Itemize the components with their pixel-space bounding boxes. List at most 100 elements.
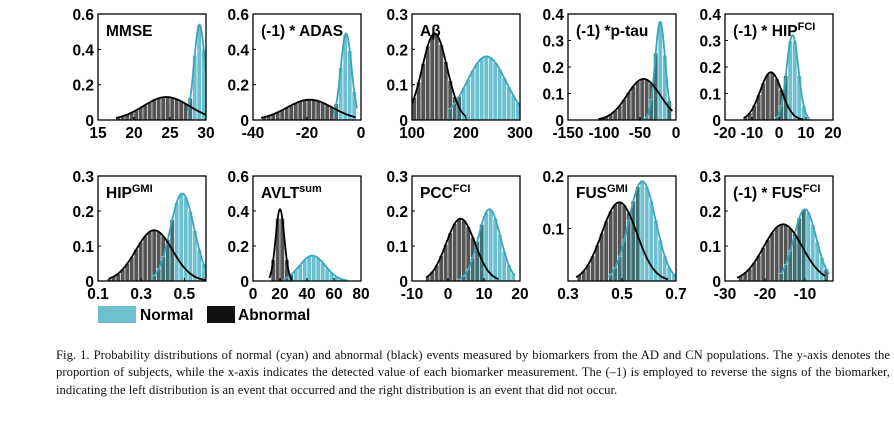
x-tick-label: 0.1 <box>87 286 109 303</box>
y-tick-label: 0.3 <box>386 169 408 186</box>
abnormal-density-curve <box>598 78 674 120</box>
abnormal-bar <box>447 232 453 281</box>
normal-density-curve <box>282 254 348 281</box>
y-tick-label: 0.1 <box>699 239 721 256</box>
x-tick-label: 0.3 <box>557 286 579 303</box>
x-tick-label: 20 <box>125 125 142 142</box>
chart-title: AVLTsum <box>261 183 322 202</box>
y-tick-label: 0.4 <box>699 7 721 24</box>
abnormal-density-curve <box>743 71 804 120</box>
abnormal-bar <box>138 241 144 281</box>
abnormal-bar <box>147 102 153 120</box>
y-tick-label: 0 <box>712 274 721 291</box>
y-tick-label: 0 <box>399 274 408 291</box>
chart-title: MMSE <box>106 23 153 40</box>
y-tick-label: 0.1 <box>72 239 94 256</box>
abnormal-bar <box>769 72 775 120</box>
plot-area <box>736 208 830 281</box>
abnormal-bar <box>297 101 303 120</box>
abnormal-bar <box>302 99 308 120</box>
y-tick-label: 0.2 <box>72 204 94 221</box>
axes-box <box>411 175 521 282</box>
plot-area <box>412 32 520 120</box>
x-tick-label: 0 <box>444 286 453 303</box>
abnormal-density-curve <box>268 208 293 281</box>
normal-bar <box>805 211 811 281</box>
chart-title: (-1) * ADAS <box>261 23 343 40</box>
x-tick-label: -20 <box>296 125 318 142</box>
abnormal-bar <box>311 99 317 120</box>
x-tick-label: 10 <box>475 286 492 303</box>
chart-title: (-1) * HIPFCI <box>733 21 815 40</box>
abnormal-bar <box>156 97 162 120</box>
x-tick-label: 0 <box>775 125 784 142</box>
y-tick-label: 0.2 <box>542 169 564 186</box>
normal-bar <box>492 218 498 281</box>
chart-panel-4: 0 0.1 0.2 0.3 0.4 -150 -100 -50 0 (-1) *p-tau <box>542 7 680 142</box>
y-tick-label: 0.2 <box>386 204 408 221</box>
x-tick-label: 40 <box>298 286 315 303</box>
chart-title-text: FUS <box>576 185 607 202</box>
x-tick-label: -50 <box>629 125 651 142</box>
chart-title: Aβ <box>420 23 441 40</box>
chart-title: (-1) * FUSFCI <box>733 183 820 202</box>
normal-bar <box>492 62 498 120</box>
y-tick-label: 0.3 <box>72 169 94 186</box>
normal-bar <box>488 209 494 281</box>
x-tick-label: 0.5 <box>174 286 196 303</box>
y-tick-label: 0.3 <box>386 7 408 24</box>
abnormal-bar <box>174 98 180 120</box>
abnormal-bar <box>133 249 139 281</box>
normal-bar <box>483 56 489 120</box>
chart-title-superscript: GMI <box>607 183 628 195</box>
y-tick-label: 0.4 <box>542 7 564 24</box>
abnormal-bar <box>769 232 775 281</box>
normal-density-curve <box>187 23 206 111</box>
plot-area <box>425 208 516 281</box>
abnormal-bar <box>178 101 184 120</box>
x-tick-label: 20 <box>511 286 528 303</box>
plot-area <box>598 20 674 120</box>
x-tick-label: 0 <box>249 286 258 303</box>
abnormal-bar <box>461 219 467 281</box>
normal-bar <box>315 257 321 281</box>
legend-abnormal-label: Abnormal <box>238 307 310 324</box>
abnormal-bar <box>315 100 321 120</box>
normal-bar <box>479 58 485 120</box>
axes-box <box>724 175 834 282</box>
plot-area <box>260 32 358 120</box>
chart-panel-9: 0.1 0.2 0.3 0.5 0.7 FUSGMI <box>542 169 686 303</box>
x-tick-label: 60 <box>325 286 342 303</box>
x-tick-label: 200 <box>453 125 479 142</box>
x-tick-label: 0 <box>357 125 366 142</box>
abnormal-density-curve <box>736 223 826 279</box>
plot-area <box>115 23 206 120</box>
x-tick-label: 20 <box>824 125 841 142</box>
chart-title: FUSGMI <box>576 183 628 202</box>
legend-normal-swatch <box>98 306 136 323</box>
y-tick-label: 0 <box>240 274 249 291</box>
x-tick-label: 80 <box>352 286 369 303</box>
x-tick-label: 30 <box>197 125 214 142</box>
y-tick-label: 0.4 <box>72 42 94 59</box>
chart-title-text: HIP <box>106 185 132 202</box>
normal-density-curve <box>775 34 810 119</box>
abnormal-bar <box>599 232 605 281</box>
y-tick-label: 0 <box>399 113 408 130</box>
normal-bar <box>465 78 471 120</box>
chart-panel-3: 0 0.1 0.2 0.3 100 200 300 Aβ <box>386 7 533 142</box>
chart-title-text: (-1) * ADAS <box>261 23 343 40</box>
abnormal-density-curve <box>425 217 499 280</box>
normal-bar <box>488 57 494 120</box>
chart-title-superscript: GMI <box>132 183 153 195</box>
abnormal-bar <box>320 102 326 120</box>
x-tick-label: -20 <box>714 125 736 142</box>
normal-bar <box>302 259 308 281</box>
y-tick-label: 0.1 <box>386 78 408 95</box>
x-tick-label: -150 <box>552 125 583 142</box>
legend: Normal Abnormal <box>98 306 310 324</box>
axes-box <box>97 13 207 121</box>
normal-density-curve <box>458 208 516 281</box>
abnormal-bar <box>288 105 294 120</box>
